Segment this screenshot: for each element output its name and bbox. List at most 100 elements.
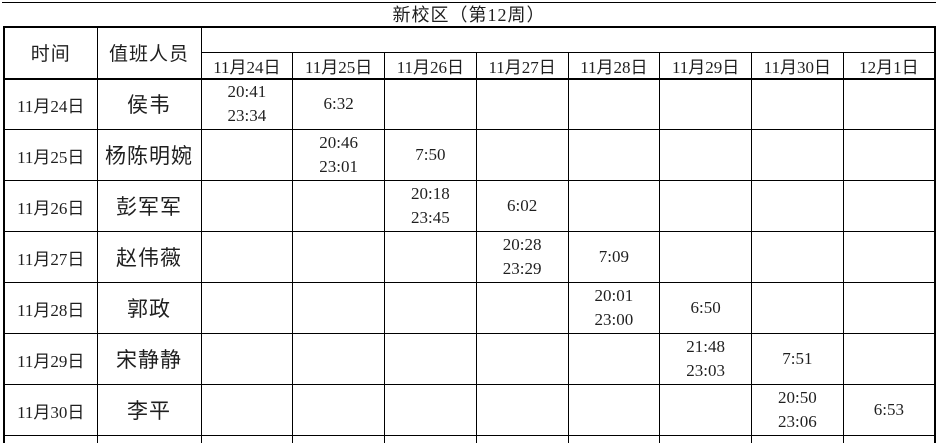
- time-cell: [475, 78, 569, 130]
- time-cell: [567, 180, 661, 232]
- time-cell: [659, 129, 752, 181]
- date-header-7: 11月30日: [751, 51, 844, 80]
- time-cell: [384, 231, 477, 283]
- time-cell: [751, 180, 844, 232]
- date-header-2: 11月25日: [292, 51, 385, 80]
- column-header-time: 时间: [3, 26, 98, 80]
- table-row: 11月30日 李平 20:50 23:06 6:53: [3, 384, 936, 436]
- row-date: 11月25日: [3, 129, 98, 181]
- row-date: 11月24日: [3, 78, 98, 130]
- time-cell: 7:09: [567, 231, 661, 283]
- time-cell: [751, 231, 844, 283]
- empty-cell: [96, 435, 202, 443]
- row-date: 11月29日: [3, 333, 98, 385]
- row-person: 杨陈明婉: [96, 129, 202, 181]
- time-cell: [200, 180, 294, 232]
- time-cell: [292, 333, 385, 385]
- time-cell: 20:50 23:06: [751, 384, 844, 436]
- empty-cell: [3, 435, 98, 443]
- time-cell: [292, 231, 385, 283]
- table-row: 11月26日 彭军军 20:18 23:45 6:02: [3, 180, 936, 232]
- table-row: 11月29日 宋静静 21:48 23:03 7:51: [3, 333, 936, 385]
- time-cell: [475, 384, 569, 436]
- column-header-person: 值班人员: [96, 26, 202, 80]
- time-cell: 6:02: [475, 180, 569, 232]
- time-cell: [567, 129, 661, 181]
- time-cell: [567, 384, 661, 436]
- time-cell: [475, 282, 569, 334]
- date-header-1: 11月24日: [200, 51, 294, 80]
- row-date: 11月26日: [3, 180, 98, 232]
- time-cell: [475, 333, 569, 385]
- table-row: 11月28日 郭政 20:01 23:00 6:50: [3, 282, 936, 334]
- time-cell: 20:28 23:29: [475, 231, 569, 283]
- time-cell: [842, 129, 936, 181]
- duty-schedule-table: 时间 值班人员 11月24日 11月25日 11月26日 11月27日 11月28日 11…: [3, 26, 936, 443]
- time-cell: [475, 129, 569, 181]
- table-row: 11月24日 侯韦 20:41 23:34 6:32: [3, 78, 936, 130]
- time-cell: [292, 282, 385, 334]
- time-cell: [200, 333, 294, 385]
- time-cell: [200, 129, 294, 181]
- date-header-5: 11月28日: [567, 51, 661, 80]
- empty-cell: [384, 435, 477, 443]
- dates-group-header: [200, 26, 936, 53]
- table-row: 11月27日 赵伟薇 20:28 23:29 7:09: [3, 231, 936, 283]
- time-cell: [384, 78, 477, 130]
- time-cell: [751, 129, 844, 181]
- time-cell: [292, 384, 385, 436]
- row-person: 李平: [96, 384, 202, 436]
- row-person: 彭军军: [96, 180, 202, 232]
- table-row-partial: [3, 435, 936, 443]
- table-row: 11月25日 杨陈明婉 20:46 23:01 7:50: [3, 129, 936, 181]
- date-header-4: 11月27日: [475, 51, 569, 80]
- empty-cell: [659, 435, 752, 443]
- time-cell: [384, 333, 477, 385]
- time-cell: [659, 384, 752, 436]
- date-header-row: 11月24日 11月25日 11月26日 11月27日 11月28日 11月29日 11月3…: [4, 51, 936, 80]
- time-cell: 20:41 23:34: [200, 78, 294, 130]
- time-cell: [200, 231, 294, 283]
- time-cell: [200, 282, 294, 334]
- table-body: 11月24日 侯韦 20:41 23:34 6:32 11月25日 杨陈明婉 20:46 2…: [3, 78, 936, 443]
- row-date: 11月30日: [3, 384, 98, 436]
- time-cell: 7:51: [751, 333, 844, 385]
- time-cell: [292, 180, 385, 232]
- time-cell: [659, 180, 752, 232]
- row-person: 侯韦: [96, 78, 202, 130]
- time-cell: 6:32: [292, 78, 385, 130]
- time-cell: [751, 282, 844, 334]
- time-cell: [567, 333, 661, 385]
- time-cell: 20:18 23:45: [384, 180, 477, 232]
- time-cell: [384, 282, 477, 334]
- empty-cell: [842, 435, 936, 443]
- row-person: 宋静静: [96, 333, 202, 385]
- time-cell: 21:48 23:03: [659, 333, 752, 385]
- date-header-6: 11月29日: [659, 51, 752, 80]
- time-cell: [842, 180, 936, 232]
- time-cell: 20:46 23:01: [292, 129, 385, 181]
- time-cell: [842, 78, 936, 130]
- time-cell: [200, 384, 294, 436]
- page-title: 新校区（第12周）: [2, 2, 936, 27]
- time-cell: 6:53: [842, 384, 936, 436]
- row-person: 郭政: [96, 282, 202, 334]
- time-cell: [842, 282, 936, 334]
- time-cell: 6:50: [659, 282, 752, 334]
- time-cell: [842, 231, 936, 283]
- row-date: 11月28日: [3, 282, 98, 334]
- time-cell: 20:01 23:00: [567, 282, 661, 334]
- date-header-3: 11月26日: [384, 51, 477, 80]
- empty-cell: [200, 435, 294, 443]
- time-cell: [567, 78, 661, 130]
- time-cell: 7:50: [384, 129, 477, 181]
- time-cell: [751, 78, 844, 130]
- header-group-row: 时间 值班人员: [3, 26, 936, 80]
- time-cell: [659, 231, 752, 283]
- row-date: 11月27日: [3, 231, 98, 283]
- date-header-8: 12月1日: [842, 51, 936, 80]
- time-cell: [842, 333, 936, 385]
- empty-cell: [475, 435, 569, 443]
- time-cell: [659, 78, 752, 130]
